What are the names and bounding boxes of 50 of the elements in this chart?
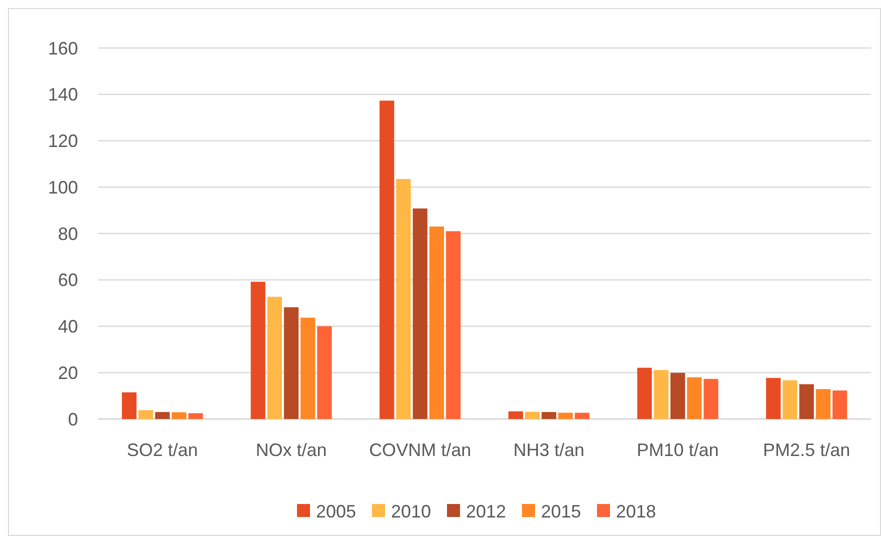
y-tick-label: 20 — [58, 362, 78, 383]
y-tick-label: 60 — [58, 270, 78, 290]
bar — [188, 413, 203, 419]
y-tick-label: 120 — [48, 131, 78, 152]
bar — [654, 370, 668, 419]
x-tick-label: SO2 t/an — [126, 440, 198, 460]
bar — [429, 226, 444, 419]
legend-label: 2018 — [616, 501, 656, 522]
bar — [637, 368, 652, 419]
bar — [138, 410, 154, 419]
bar — [250, 282, 266, 419]
bar — [574, 412, 590, 419]
x-tick-label: NOx t/an — [256, 440, 327, 460]
bar — [782, 380, 798, 419]
y-tick-label: 0 — [68, 409, 78, 430]
bar — [267, 296, 282, 419]
bar — [446, 231, 461, 419]
bar — [317, 326, 332, 419]
legend-label: 2010 — [391, 501, 432, 522]
bar — [766, 378, 781, 419]
legend-label: 2005 — [316, 501, 356, 522]
y-tick-label: 160 — [48, 38, 78, 58]
bar — [558, 412, 573, 419]
bar — [799, 384, 814, 419]
bar — [172, 412, 186, 419]
bar — [542, 412, 556, 419]
y-tick-label: 80 — [58, 224, 78, 244]
bar — [704, 378, 718, 419]
bar — [300, 318, 316, 419]
legend-label: 2012 — [466, 501, 506, 522]
y-tick-label: 140 — [48, 84, 78, 105]
bar — [508, 411, 524, 419]
bar — [525, 412, 540, 419]
legend-label: 2015 — [541, 501, 582, 522]
bar — [122, 392, 137, 419]
y-tick-label: 40 — [58, 316, 78, 337]
bar — [284, 307, 299, 419]
x-tick-label: PM10 t/an — [636, 440, 719, 460]
bar — [832, 390, 848, 419]
bar — [670, 372, 686, 419]
x-tick-label: NH3 t/an — [513, 440, 584, 460]
bar — [396, 179, 411, 419]
bar — [380, 100, 394, 419]
x-tick-label: COVNM t/an — [369, 440, 472, 460]
bar — [687, 377, 702, 419]
bar — [155, 412, 170, 419]
x-tick-label: PM2.5 t/an — [763, 440, 850, 460]
y-tick-label: 100 — [48, 177, 78, 198]
bar — [412, 208, 428, 419]
bar — [816, 389, 830, 419]
